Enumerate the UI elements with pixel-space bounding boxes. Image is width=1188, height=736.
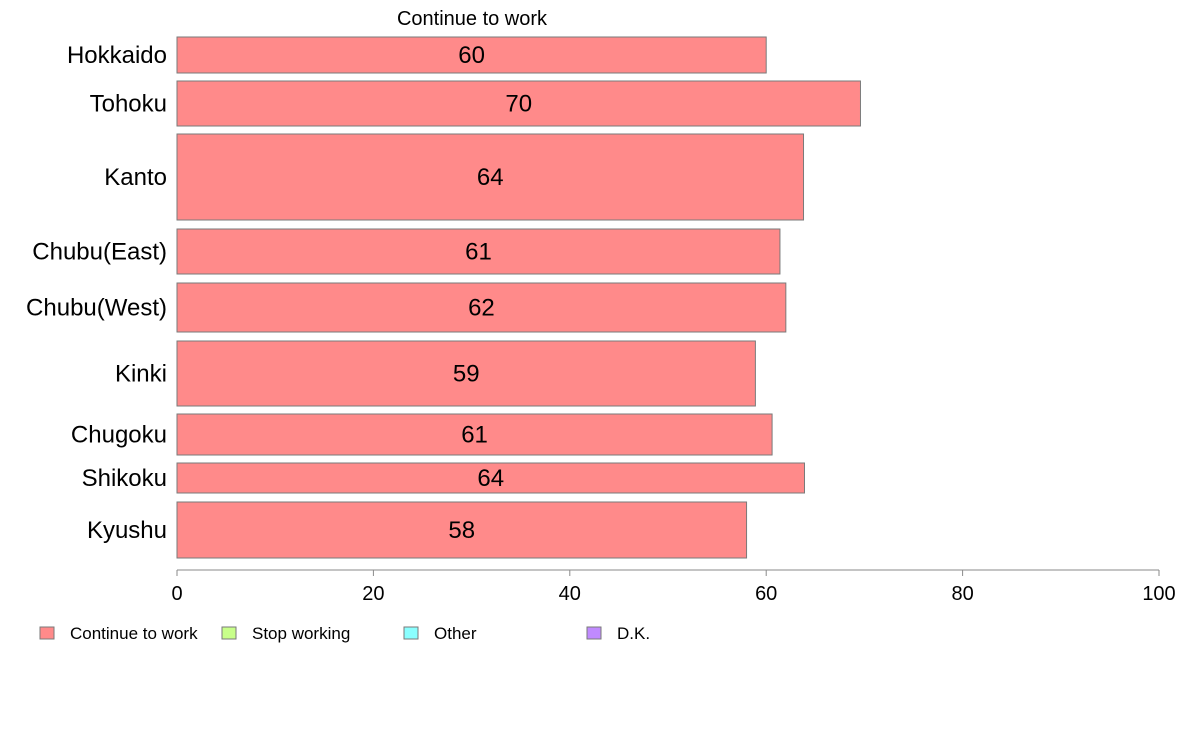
- x-tick-label: 100: [1142, 583, 1175, 605]
- value-label: 62: [468, 295, 495, 322]
- legend: Continue to work Stop working Other D.K.: [39, 624, 650, 643]
- legend-label: Continue to work: [70, 624, 198, 643]
- bar-chugoku: [176, 413, 773, 456]
- category-label: Chubu(East): [32, 239, 167, 266]
- category-label: Hokkaido: [67, 42, 167, 69]
- value-label: 58: [448, 517, 475, 544]
- category-label: Chugoku: [71, 422, 167, 449]
- x-tick-label: 40: [559, 583, 581, 605]
- legend-swatch: [586, 626, 602, 640]
- bar-kyushu: [176, 501, 748, 559]
- x-tick-label: 80: [951, 583, 973, 605]
- bar-chubu-east: [176, 228, 781, 275]
- value-label: 61: [461, 422, 488, 449]
- category-label: Kinki: [115, 361, 167, 388]
- category-label: Kanto: [104, 164, 167, 191]
- value-label: 64: [477, 465, 504, 492]
- x-axis: 0 20 40 60 80 100: [171, 569, 1176, 605]
- bars-layer: Hokkaido 60 Tohoku 70 Kanto 64 Chubu(East) 61 Ch…: [26, 36, 861, 559]
- x-tick-label: 60: [755, 583, 777, 605]
- legend-label: Stop working: [252, 624, 350, 643]
- legend-swatch: [403, 626, 419, 640]
- legend-label: D.K.: [617, 624, 650, 643]
- value-label: 70: [505, 91, 532, 118]
- category-label: Tohoku: [90, 91, 167, 118]
- legend-label: Other: [434, 624, 477, 643]
- bar-kanto: [176, 133, 805, 221]
- category-label: Shikoku: [82, 465, 167, 492]
- bar-kinki: [176, 340, 756, 407]
- x-tick-label: 0: [171, 583, 182, 605]
- x-tick-label: 20: [362, 583, 384, 605]
- value-label: 60: [458, 42, 485, 69]
- value-label: 59: [453, 361, 480, 388]
- value-label: 61: [465, 239, 492, 266]
- legend-swatch: [39, 626, 55, 640]
- bar-hokkaido: [176, 36, 767, 74]
- bar-chubu-west: [176, 282, 787, 333]
- bar-tohoku: [176, 80, 861, 127]
- category-label: Kyushu: [87, 517, 167, 544]
- legend-swatch: [221, 626, 237, 640]
- category-label: Chubu(West): [26, 295, 167, 322]
- chart-title: Continue to work: [397, 8, 548, 30]
- bar-shikoku: [176, 462, 805, 494]
- value-label: 64: [477, 164, 504, 191]
